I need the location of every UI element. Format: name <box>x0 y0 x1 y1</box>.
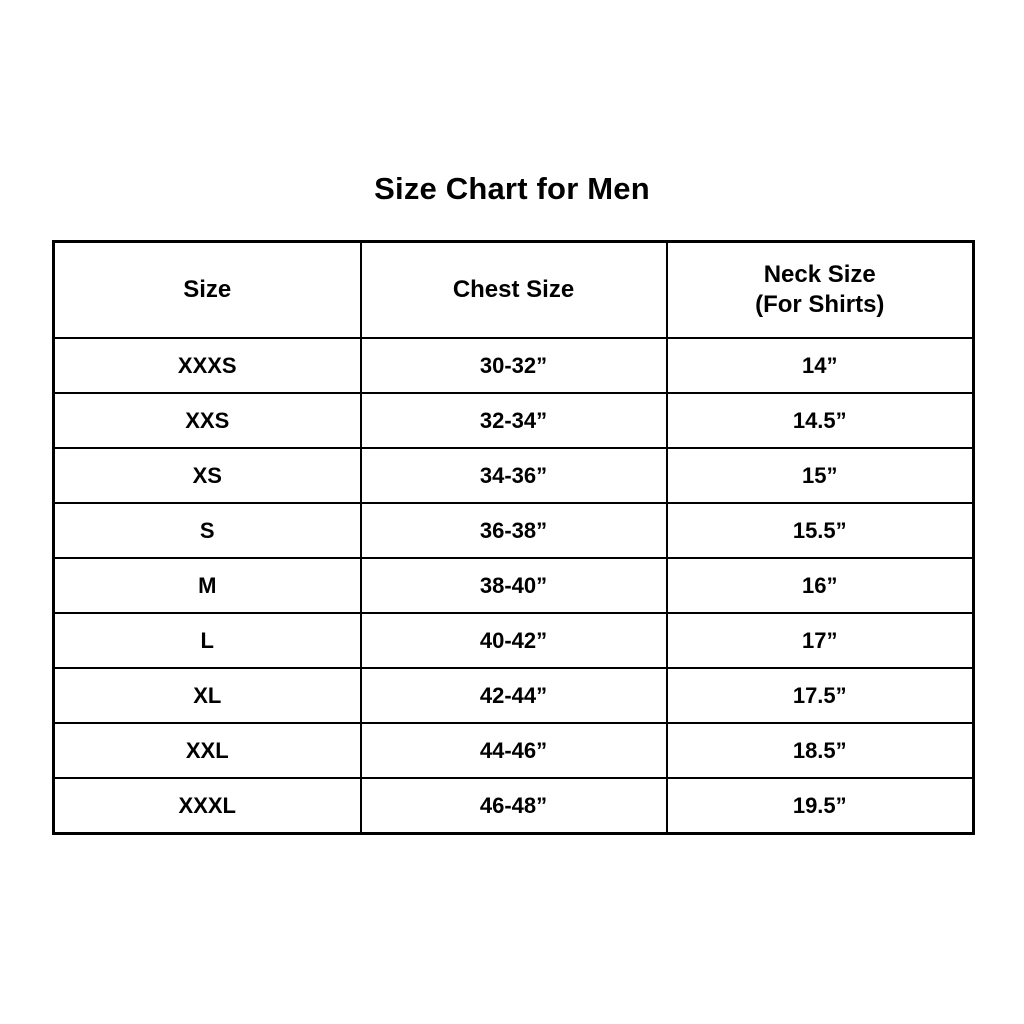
cell-neck: 14” <box>665 337 975 394</box>
cell-chest: 38-40” <box>359 557 668 614</box>
cell-chest: 34-36” <box>359 447 668 504</box>
cell-size: L <box>52 612 362 669</box>
cell-chest: 30-32” <box>359 337 668 394</box>
cell-size: XXL <box>52 722 362 779</box>
cell-size: XXXL <box>52 777 362 835</box>
table-row: XS 34-36” 15” <box>52 447 975 504</box>
table-header: Size Chest Size Neck Size (For Shirts) <box>52 240 975 339</box>
cell-neck: 15.5” <box>665 502 975 559</box>
cell-neck: 17.5” <box>665 667 975 724</box>
cell-neck: 15” <box>665 447 975 504</box>
cell-chest: 42-44” <box>359 667 668 724</box>
cell-size: M <box>52 557 362 614</box>
size-chart-table: Size Chest Size Neck Size (For Shirts) X… <box>52 240 975 835</box>
table-row: XXL 44-46” 18.5” <box>52 722 975 779</box>
cell-chest: 46-48” <box>359 777 668 835</box>
cell-neck: 16” <box>665 557 975 614</box>
column-header-size-label: Size <box>183 276 232 303</box>
cell-neck: 18.5” <box>665 722 975 779</box>
column-header-size: Size <box>52 240 362 339</box>
table-row: XXXS 30-32” 14” <box>52 337 975 394</box>
cell-size: XXS <box>52 392 362 449</box>
table-row: M 38-40” 16” <box>52 557 975 614</box>
table-header-row: Size Chest Size Neck Size (For Shirts) <box>52 240 975 339</box>
cell-chest: 40-42” <box>359 612 668 669</box>
table-row: L 40-42” 17” <box>52 612 975 669</box>
column-header-chest-label: Chest Size <box>452 276 575 303</box>
table-body: XXXS 30-32” 14” XXS 32-34” 14.5” XS 34-3… <box>52 337 975 835</box>
cell-neck: 14.5” <box>665 392 975 449</box>
cell-neck: 19.5” <box>665 777 975 835</box>
cell-size: XL <box>52 667 362 724</box>
column-header-neck-label: Neck Size <box>763 261 876 288</box>
column-header-neck-sublabel: (For Shirts) <box>755 291 885 318</box>
column-header-chest: Chest Size <box>359 240 668 339</box>
cell-chest: 32-34” <box>359 392 668 449</box>
column-header-neck: Neck Size (For Shirts) <box>665 240 975 339</box>
cell-size: XS <box>52 447 362 504</box>
table-row: XXXL 46-48” 19.5” <box>52 777 975 835</box>
cell-size: S <box>52 502 362 559</box>
page-title: Size Chart for Men <box>374 171 650 206</box>
cell-chest: 44-46” <box>359 722 668 779</box>
table-row: XL 42-44” 17.5” <box>52 667 975 724</box>
cell-chest: 36-38” <box>359 502 668 559</box>
cell-neck: 17” <box>665 612 975 669</box>
table-row: XXS 32-34” 14.5” <box>52 392 975 449</box>
table-row: S 36-38” 15.5” <box>52 502 975 559</box>
cell-size: XXXS <box>52 337 362 394</box>
